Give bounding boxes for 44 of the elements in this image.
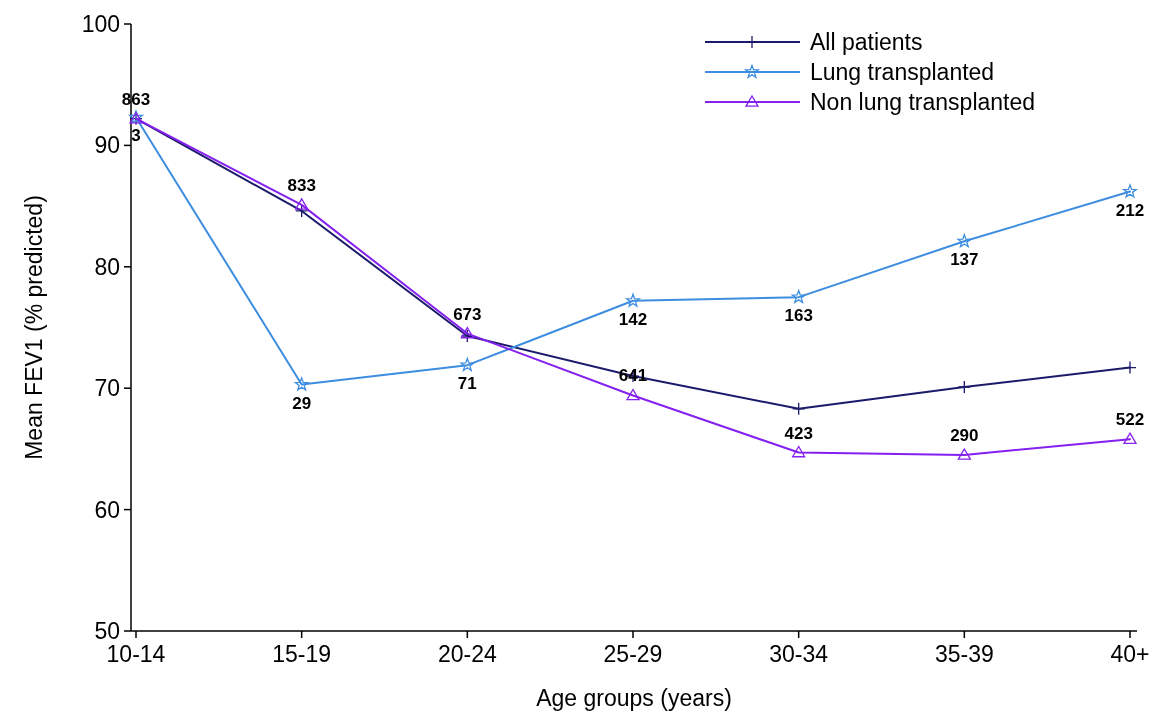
point bbox=[1123, 432, 1137, 445]
legend-label: Lung transplanted bbox=[810, 59, 995, 86]
point bbox=[460, 326, 474, 339]
point bbox=[460, 357, 475, 372]
point bbox=[957, 234, 972, 248]
annotation: 3 bbox=[131, 126, 141, 146]
annotation: 833 bbox=[287, 175, 316, 195]
y-tick-label: 90 bbox=[94, 132, 120, 159]
y-axis-title: Mean FEV1 (% predicted) bbox=[21, 195, 47, 460]
point bbox=[294, 377, 309, 391]
y-tick-label: 70 bbox=[94, 375, 120, 402]
annotation: 290 bbox=[950, 425, 979, 445]
annotation: 673 bbox=[453, 304, 482, 324]
x-axis-title: Age groups (years) bbox=[536, 685, 732, 711]
point bbox=[791, 289, 806, 304]
legend-label: Non lung transplanted bbox=[810, 89, 1036, 116]
point bbox=[295, 198, 309, 210]
point bbox=[1123, 184, 1137, 198]
annotation: 142 bbox=[618, 309, 648, 329]
point bbox=[295, 204, 309, 218]
annotation: 137 bbox=[950, 250, 979, 270]
annotation: 71 bbox=[457, 374, 477, 394]
point bbox=[792, 402, 806, 416]
x-tick-label: 20-24 bbox=[437, 641, 497, 667]
annotation: 522 bbox=[1115, 410, 1145, 430]
annotation: 423 bbox=[784, 423, 813, 443]
point bbox=[626, 293, 640, 307]
annotation: 29 bbox=[292, 393, 312, 413]
x-tick-label: 25-29 bbox=[603, 641, 663, 667]
point bbox=[957, 448, 971, 460]
legend-label: All patients bbox=[810, 29, 923, 56]
point bbox=[957, 380, 971, 394]
y-tick-label: 100 bbox=[81, 11, 120, 38]
y-tick-label: 80 bbox=[94, 253, 120, 280]
annotation: 163 bbox=[784, 306, 813, 326]
x-tick-label: 30-34 bbox=[769, 641, 829, 667]
point bbox=[792, 445, 806, 458]
x-tick-label: 40+ bbox=[1110, 641, 1150, 667]
point bbox=[1123, 360, 1137, 375]
x-tick-label: 35-39 bbox=[934, 641, 994, 667]
x-tick-label: 15-19 bbox=[272, 641, 332, 667]
y-tick-label: 60 bbox=[94, 496, 120, 523]
point bbox=[626, 388, 640, 401]
annotation: 212 bbox=[1115, 200, 1145, 220]
